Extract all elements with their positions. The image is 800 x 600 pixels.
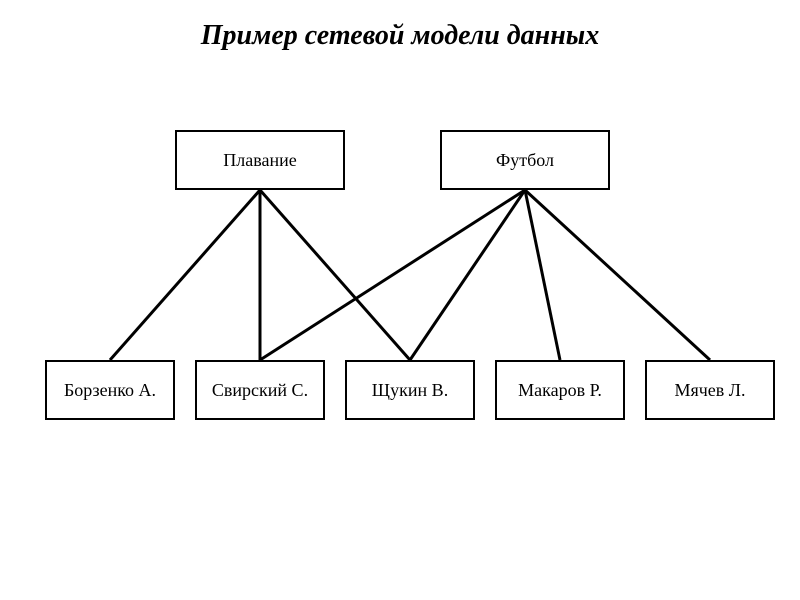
node-football: Футбол: [440, 130, 610, 190]
node-schukin: Щукин В.: [345, 360, 475, 420]
node-myachev: Мячев Л.: [645, 360, 775, 420]
edge-football-svirsky: [260, 190, 525, 360]
edges-layer: [0, 80, 800, 580]
node-borzenko: Борзенко А.: [45, 360, 175, 420]
node-swimming: Плавание: [175, 130, 345, 190]
page-title: Пример сетевой модели данных: [0, 20, 800, 52]
node-makarov: Макаров Р.: [495, 360, 625, 420]
edge-football-myachev: [525, 190, 710, 360]
network-diagram: Плавание Футбол Борзенко А. Свирский С. Щуки…: [0, 80, 800, 580]
edge-swimming-borzenko: [110, 190, 260, 360]
node-svirsky: Свирский С.: [195, 360, 325, 420]
edge-football-schukin: [410, 190, 525, 360]
edge-swimming-schukin: [260, 190, 410, 360]
